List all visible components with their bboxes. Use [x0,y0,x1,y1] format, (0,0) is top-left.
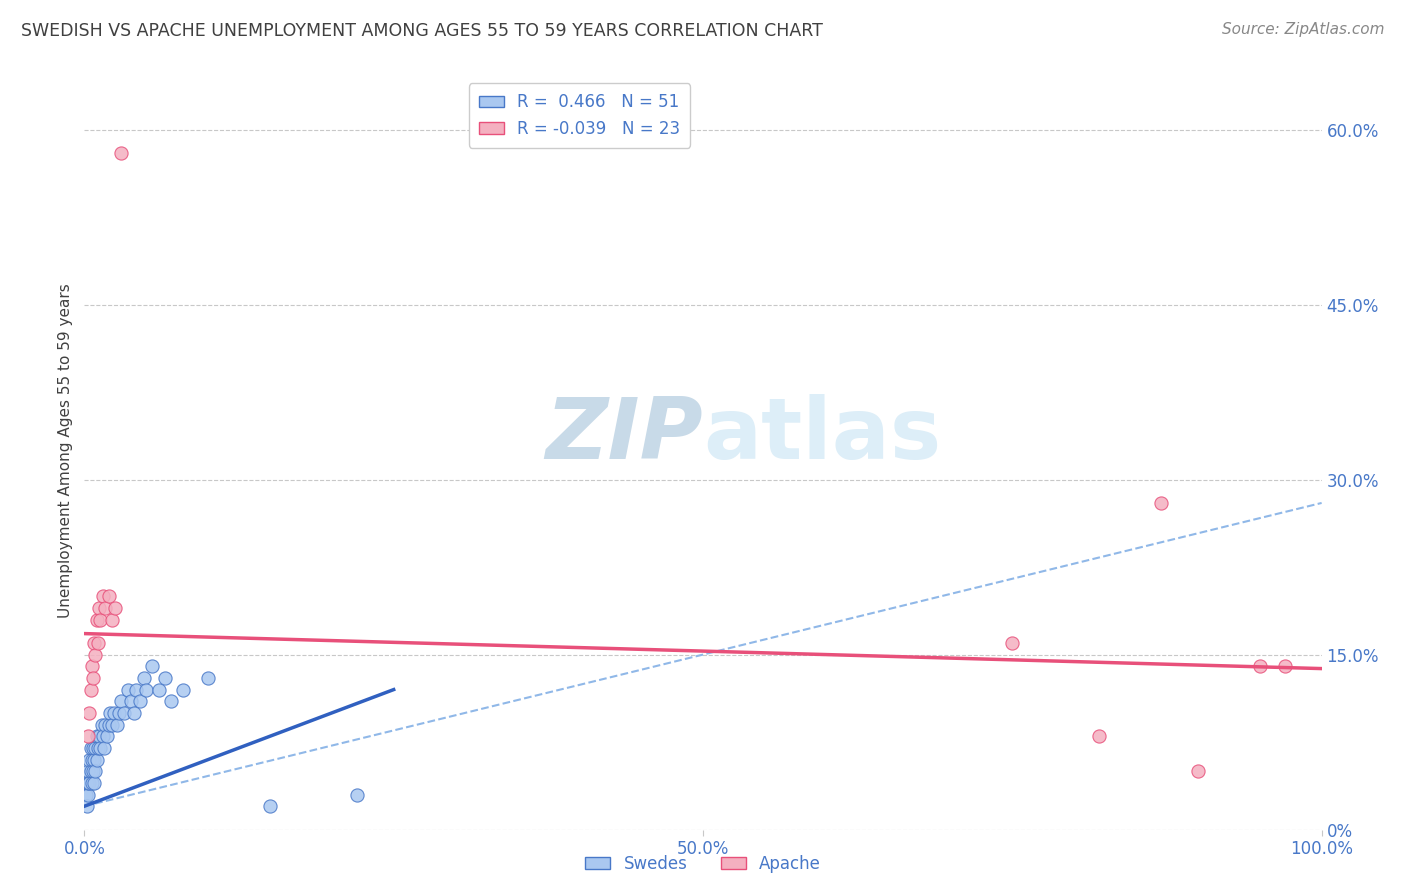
Point [87,740,110,755]
Point [117,682,139,697]
Point [1001,636,1024,650]
Point [160,694,183,708]
Point [86,613,108,627]
Point [96,729,118,743]
Point [86,753,108,767]
Point [87,636,110,650]
Point [86,729,108,743]
Point [104,601,127,615]
Point [172,682,194,697]
Point [83,753,105,767]
Point [79,682,101,697]
Point [1274,659,1296,673]
Point [77,788,100,802]
Legend: R =  0.466   N = 51, R = -0.039   N = 23: R = 0.466 N = 51, R = -0.039 N = 23 [468,84,690,148]
Point [153,671,176,685]
Point [100,613,122,627]
Text: atlas: atlas [703,393,941,477]
Point [84,740,107,755]
Text: Source: ZipAtlas.com: Source: ZipAtlas.com [1222,22,1385,37]
Point [76,799,98,814]
Point [122,706,145,720]
Point [80,776,103,790]
Point [82,764,104,779]
Point [98,717,121,731]
Point [120,694,142,708]
Point [75,788,97,802]
Point [94,717,117,731]
Point [141,659,163,673]
Point [79,740,101,755]
Point [84,764,107,779]
Point [90,717,112,731]
Point [79,753,101,767]
Point [125,682,148,697]
Point [129,694,152,708]
Point [98,706,121,720]
Point [79,706,101,720]
Point [105,717,128,731]
Point [79,764,101,779]
Point [76,776,98,790]
Point [89,613,111,627]
Point [77,764,100,779]
Point [103,706,125,720]
Point [259,799,281,814]
Point [79,776,101,790]
Point [83,776,105,790]
Point [135,682,157,697]
Point [84,648,107,662]
Point [77,776,100,790]
Point [93,740,115,755]
Point [100,717,122,731]
Point [82,740,104,755]
Point [89,740,111,755]
Point [1249,659,1271,673]
Point [346,788,368,802]
Point [108,706,131,720]
Point [132,671,155,685]
Point [1088,729,1111,743]
Point [112,706,135,720]
Point [89,601,111,615]
Point [80,659,103,673]
Point [91,729,114,743]
Text: ZIP: ZIP [546,393,703,477]
Text: SWEDISH VS APACHE UNEMPLOYMENT AMONG AGES 55 TO 59 YEARS CORRELATION CHART: SWEDISH VS APACHE UNEMPLOYMENT AMONG AGE… [21,22,823,40]
Point [77,729,100,743]
Point [94,601,117,615]
Point [80,753,103,767]
Legend: Swedes, Apache: Swedes, Apache [578,848,828,880]
Y-axis label: Unemployment Among Ages 55 to 59 years: Unemployment Among Ages 55 to 59 years [58,283,73,618]
Point [91,589,114,603]
Point [148,682,170,697]
Point [110,694,132,708]
Point [197,671,219,685]
Point [83,636,105,650]
Point [1187,764,1209,779]
Point [82,671,104,685]
Point [110,146,132,161]
Point [89,729,111,743]
Point [1150,496,1173,510]
Point [98,589,121,603]
